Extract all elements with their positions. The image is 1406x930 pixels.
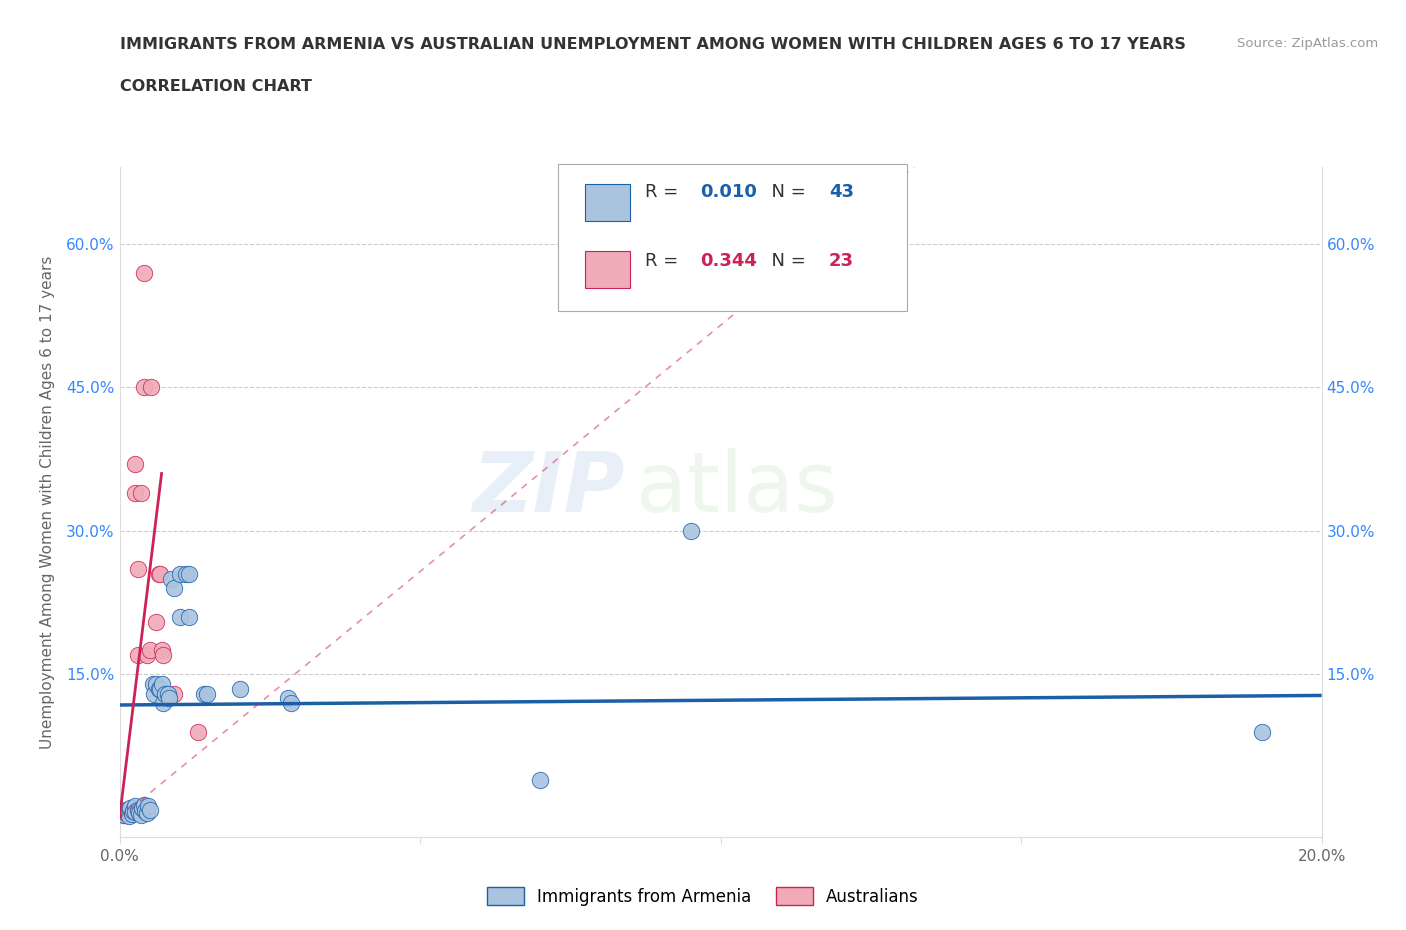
Point xyxy=(135,805,157,820)
Text: 0.344: 0.344 xyxy=(700,252,756,270)
Point xyxy=(131,801,153,816)
Point xyxy=(148,566,170,581)
Point xyxy=(150,643,173,658)
Point xyxy=(139,380,162,395)
Text: 43: 43 xyxy=(828,183,853,201)
Point xyxy=(143,686,166,701)
Point xyxy=(145,676,167,691)
Point xyxy=(150,676,173,691)
Point xyxy=(112,807,135,822)
Point xyxy=(134,804,156,818)
Point xyxy=(174,566,197,581)
Point xyxy=(138,643,160,658)
Point xyxy=(138,799,160,814)
Point xyxy=(679,524,702,538)
Text: N =: N = xyxy=(761,252,811,270)
Point xyxy=(127,648,149,663)
Point xyxy=(177,566,200,581)
Point xyxy=(149,682,172,697)
Point xyxy=(157,691,180,706)
Point xyxy=(152,648,174,663)
Point xyxy=(124,457,146,472)
Point xyxy=(124,804,146,819)
Point xyxy=(120,801,142,816)
Text: 23: 23 xyxy=(828,252,853,270)
Legend: Immigrants from Armenia, Australians: Immigrants from Armenia, Australians xyxy=(481,881,925,912)
Point xyxy=(145,615,167,630)
Point xyxy=(153,686,176,701)
Point xyxy=(129,807,152,822)
Point xyxy=(135,648,157,663)
Point xyxy=(132,380,155,395)
Point xyxy=(124,485,146,500)
Point xyxy=(149,566,172,581)
Text: Source: ZipAtlas.com: Source: ZipAtlas.com xyxy=(1237,37,1378,50)
FancyBboxPatch shape xyxy=(585,184,630,221)
Point xyxy=(148,682,170,697)
Point xyxy=(127,562,149,577)
Point xyxy=(112,807,135,822)
Y-axis label: Unemployment Among Women with Children Ages 6 to 17 years: Unemployment Among Women with Children A… xyxy=(39,256,55,749)
Point xyxy=(120,803,142,817)
Point xyxy=(117,808,139,823)
Point xyxy=(195,686,218,701)
Text: atlas: atlas xyxy=(637,448,838,529)
Point xyxy=(156,686,179,701)
Point xyxy=(169,566,191,581)
Text: 0.010: 0.010 xyxy=(700,183,756,201)
Point xyxy=(124,799,146,814)
Point xyxy=(159,571,181,586)
FancyBboxPatch shape xyxy=(585,251,630,288)
Point xyxy=(162,581,184,596)
Text: CORRELATION CHART: CORRELATION CHART xyxy=(120,79,311,94)
Point xyxy=(142,676,165,691)
Text: ZIP: ZIP xyxy=(472,448,624,529)
Point xyxy=(162,686,184,701)
Point xyxy=(529,772,551,787)
FancyBboxPatch shape xyxy=(558,164,907,312)
Point xyxy=(121,801,143,816)
Point xyxy=(153,691,176,706)
Point xyxy=(132,265,155,280)
Point xyxy=(128,805,150,820)
Point xyxy=(152,696,174,711)
Point xyxy=(1250,724,1272,739)
Point xyxy=(121,804,143,818)
Point xyxy=(280,696,302,711)
Text: R =: R = xyxy=(645,252,683,270)
Point xyxy=(127,803,149,817)
Point xyxy=(138,803,160,817)
Point xyxy=(129,485,152,500)
Point xyxy=(117,805,139,820)
Text: IMMIGRANTS FROM ARMENIA VS AUSTRALIAN UNEMPLOYMENT AMONG WOMEN WITH CHILDREN AGE: IMMIGRANTS FROM ARMENIA VS AUSTRALIAN UN… xyxy=(120,37,1185,52)
Point xyxy=(228,682,252,697)
Point xyxy=(169,609,191,624)
Point xyxy=(132,798,155,813)
Point xyxy=(114,805,136,820)
Text: R =: R = xyxy=(645,183,683,201)
Point xyxy=(187,724,209,739)
Point xyxy=(193,686,215,701)
Point xyxy=(121,806,143,821)
Point xyxy=(114,803,136,817)
Point xyxy=(177,609,200,624)
Point xyxy=(277,691,299,706)
Text: N =: N = xyxy=(761,183,811,201)
Point xyxy=(115,803,138,817)
